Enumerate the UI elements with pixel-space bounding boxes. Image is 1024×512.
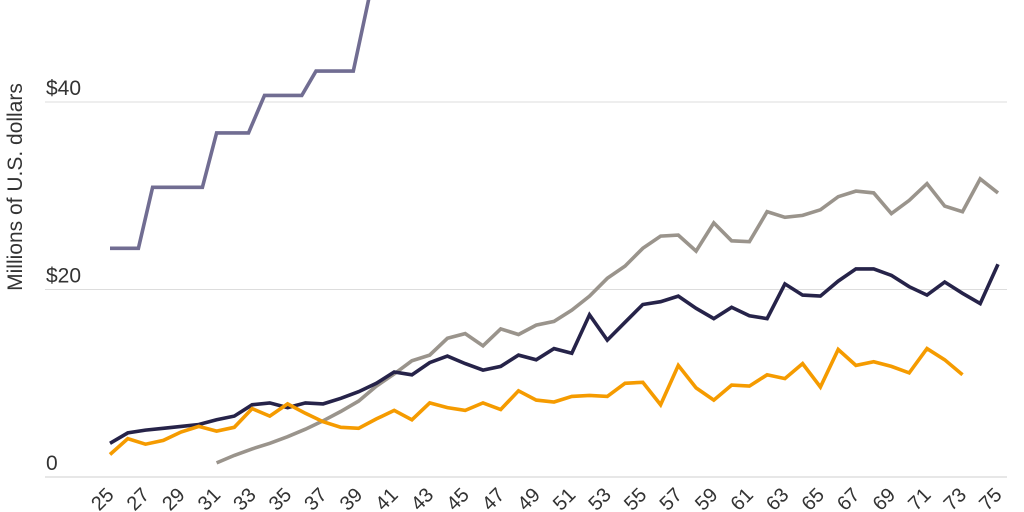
x-tick-label: 43 — [407, 484, 438, 512]
x-tick-label: 41 — [371, 484, 402, 512]
x-tick-label: 39 — [336, 484, 367, 512]
x-tick-label: 53 — [585, 484, 616, 512]
x-tick-label: 31 — [194, 484, 225, 512]
x-tick-label: 57 — [656, 484, 687, 512]
x-tick-label: 65 — [798, 484, 829, 512]
x-tick-label: 51 — [549, 484, 580, 512]
x-tick-label: 49 — [513, 484, 544, 512]
stepped-line — [110, 0, 371, 251]
x-tick-label: 25 — [87, 484, 118, 512]
x-tick-label: 35 — [265, 484, 296, 512]
y-tick-label: 0 — [46, 452, 58, 475]
gridlines — [45, 101, 1007, 478]
x-tick-label: 55 — [620, 484, 651, 512]
y-axis-title: Millions of U.S. dollars — [4, 83, 27, 291]
x-tick-label: 27 — [123, 484, 154, 512]
x-tick-label: 29 — [158, 484, 189, 512]
y-tick-label: $20 — [46, 265, 81, 288]
x-tick-label: 75 — [975, 484, 1006, 512]
y-tick-label: $40 — [46, 77, 81, 100]
x-tick-label: 37 — [300, 484, 331, 512]
gray-line — [215, 176, 1000, 465]
x-tick-label: 73 — [940, 484, 971, 512]
x-tick-label: 67 — [833, 484, 864, 512]
x-tick-label: 61 — [727, 484, 758, 512]
x-tick-label: 69 — [869, 484, 900, 512]
x-axis-tick-labels: 25 27 29 31 33 35 37 39 41 43 45 47 49 51 53 55 57 59 61 63… — [87, 484, 1006, 512]
x-tick-label: 71 — [904, 484, 935, 512]
x-tick-label: 63 — [762, 484, 793, 512]
x-tick-label: 45 — [442, 484, 473, 512]
x-tick-label: 47 — [478, 484, 509, 512]
x-tick-label: 59 — [691, 484, 722, 512]
orange-line — [108, 346, 964, 456]
x-tick-label: 33 — [229, 484, 260, 512]
series-lines — [108, 0, 1000, 465]
navy-line — [109, 263, 1000, 445]
y-axis-tick-labels: 0 $20 $40 — [46, 77, 81, 475]
